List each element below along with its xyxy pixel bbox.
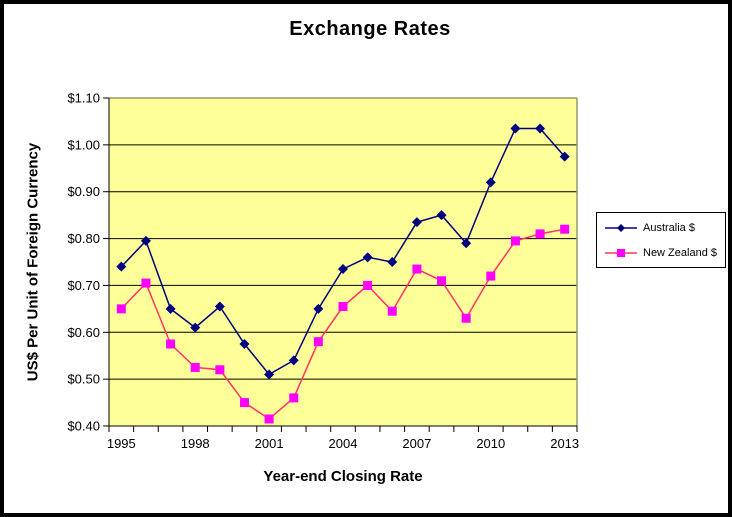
data-point-marker xyxy=(461,313,471,323)
y-tick-label: $0.70 xyxy=(67,278,100,293)
data-point-marker xyxy=(363,280,373,290)
data-point-marker xyxy=(387,257,398,267)
legend-item-0: Australia $ xyxy=(597,222,725,234)
data-point-marker xyxy=(264,414,274,424)
data-point-marker xyxy=(461,238,472,249)
data-point-marker xyxy=(412,264,422,274)
data-point-marker xyxy=(190,362,200,372)
y-tick-label: $0.50 xyxy=(67,372,100,387)
data-point-marker xyxy=(288,355,299,366)
x-tick-label: 2007 xyxy=(402,436,431,451)
x-tick-label: 1998 xyxy=(181,436,210,451)
y-tick-label: $0.80 xyxy=(67,231,100,246)
chart-title: Exchange Rates xyxy=(289,18,451,40)
data-point-marker xyxy=(411,217,422,228)
x-tick-label: 2010 xyxy=(476,436,505,451)
x-axis-title: Year-end Closing Rate xyxy=(263,468,423,485)
data-point-marker xyxy=(313,303,324,314)
y-tick-label: $0.40 xyxy=(67,419,100,434)
data-point-marker xyxy=(116,261,127,272)
legend-diamond-icon xyxy=(605,223,637,232)
data-point-marker xyxy=(166,339,176,349)
data-point-marker xyxy=(141,278,151,288)
x-tick-label: 2004 xyxy=(329,436,358,451)
legend-label: Australia $ xyxy=(643,221,695,234)
data-point-marker xyxy=(362,252,373,263)
data-point-marker xyxy=(437,276,447,286)
y-tick-label: $0.90 xyxy=(67,184,100,199)
data-point-marker xyxy=(338,302,348,312)
data-point-marker xyxy=(387,306,397,316)
legend: Australia $ New Zealand $ xyxy=(596,212,726,268)
data-point-marker xyxy=(264,369,275,380)
data-point-marker xyxy=(559,151,570,162)
data-point-marker xyxy=(486,271,496,281)
data-point-marker xyxy=(239,398,249,408)
data-point-marker xyxy=(510,236,520,246)
plot-area: $0.40 $0.50 $0.60 $0.70 $0.80 $0.90 $1.00 $1.10… xyxy=(67,91,579,452)
data-point-marker xyxy=(239,339,250,349)
data-point-marker xyxy=(190,322,201,333)
x-tick-label: 2001 xyxy=(255,436,284,451)
legend-label: New Zealand $ xyxy=(643,246,717,259)
legend-item-1: New Zealand $ xyxy=(597,247,725,259)
x-tick-label: 1995 xyxy=(107,436,136,451)
data-point-marker xyxy=(485,177,496,188)
legend-square-icon xyxy=(605,248,637,257)
data-point-marker xyxy=(338,264,348,275)
data-point-marker xyxy=(560,224,570,234)
data-point-marker xyxy=(535,123,546,134)
plot-background xyxy=(109,98,577,426)
y-tick-label: $1.10 xyxy=(67,91,100,106)
data-point-marker xyxy=(436,210,447,221)
y-tick-label: $1.00 xyxy=(67,137,100,152)
data-point-marker xyxy=(116,304,126,314)
data-point-marker xyxy=(289,393,299,403)
data-point-marker xyxy=(215,365,225,375)
data-point-marker xyxy=(510,123,521,134)
x-tick-label: 2013 xyxy=(550,436,579,451)
y-tick-label: $0.60 xyxy=(67,325,100,340)
data-point-marker xyxy=(214,301,225,312)
data-point-marker xyxy=(165,303,176,314)
data-point-marker xyxy=(140,235,151,246)
data-point-marker xyxy=(535,229,545,239)
data-point-marker xyxy=(313,337,323,347)
